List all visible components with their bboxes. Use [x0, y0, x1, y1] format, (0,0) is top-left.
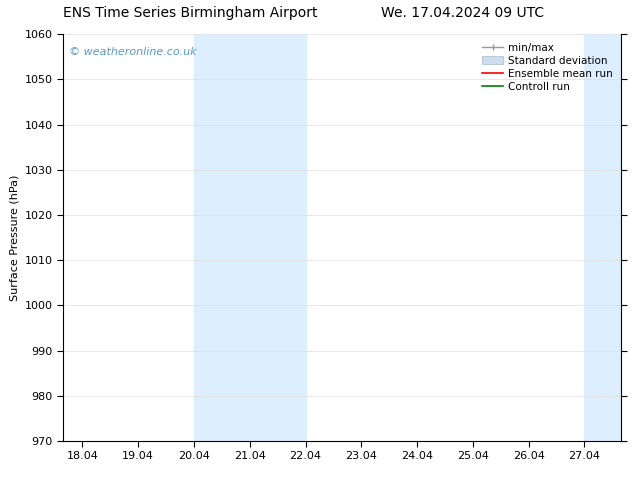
Title: ENS Time Series Birmingham Airport      We. 17.04.2024 09 UTC: ENS Time Series Birmingham Airport We. 1… — [0, 489, 1, 490]
Bar — [194, 34, 306, 441]
Text: © weatheronline.co.uk: © weatheronline.co.uk — [69, 47, 197, 56]
Text: We. 17.04.2024 09 UTC: We. 17.04.2024 09 UTC — [381, 5, 545, 20]
Y-axis label: Surface Pressure (hPa): Surface Pressure (hPa) — [10, 174, 19, 301]
Text: ENS Time Series Birmingham Airport: ENS Time Series Birmingham Airport — [63, 5, 318, 20]
Bar — [585, 34, 621, 441]
Legend: min/max, Standard deviation, Ensemble mean run, Controll run: min/max, Standard deviation, Ensemble me… — [479, 40, 616, 95]
